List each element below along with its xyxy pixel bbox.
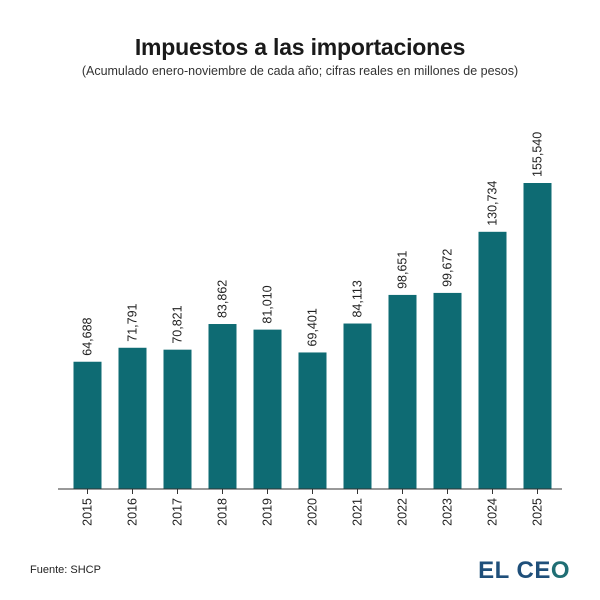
bar-2016 (118, 347, 147, 489)
x-tick-label-2024: 2024 (486, 498, 500, 526)
x-tick-label-2017: 2017 (171, 498, 185, 526)
bar-2015 (73, 361, 102, 489)
value-label-2020: 69,401 (306, 308, 320, 346)
x-tick-label-2020: 2020 (306, 498, 320, 526)
value-label-2019: 81,010 (261, 285, 275, 323)
x-tick-label-2019: 2019 (261, 498, 275, 526)
chart-subtitle: (Acumulado enero-noviembre de cada año; … (81, 64, 519, 78)
value-label-2015: 64,688 (81, 317, 95, 355)
bar-2025 (523, 183, 552, 489)
value-label-2023: 99,672 (441, 249, 455, 287)
bar-2017 (163, 349, 192, 489)
source-note: Fuente: SHCP (30, 564, 101, 576)
x-tick-label-2025: 2025 (531, 498, 545, 526)
value-label-2025: 155,540 (531, 132, 545, 177)
x-tick-label-2021: 2021 (351, 498, 365, 526)
value-label-2021: 84,113 (351, 280, 365, 317)
bar-2024 (478, 231, 507, 489)
el-ceo-logo: EL CEO (478, 557, 570, 584)
x-tick-label-2023: 2023 (441, 498, 455, 526)
x-tick-label-2016: 2016 (126, 498, 140, 526)
value-label-2017: 70,821 (171, 305, 185, 343)
bar-2021 (343, 323, 372, 489)
bar-2019 (253, 329, 282, 489)
bar-2020 (298, 352, 327, 489)
x-tick-label-2022: 2022 (396, 498, 410, 526)
x-tick-label-2015: 2015 (81, 498, 95, 526)
x-tick-label-2018: 2018 (216, 498, 230, 526)
value-label-2024: 130,734 (486, 181, 500, 226)
bar-2018 (208, 324, 237, 489)
bar-2022 (388, 294, 417, 489)
value-label-2022: 98,651 (396, 251, 410, 289)
value-label-2016: 71,791 (126, 303, 140, 341)
bar-2023 (433, 292, 462, 489)
value-label-2018: 83,862 (216, 280, 230, 318)
chart-title: Impuestos a las importaciones (134, 34, 466, 60)
